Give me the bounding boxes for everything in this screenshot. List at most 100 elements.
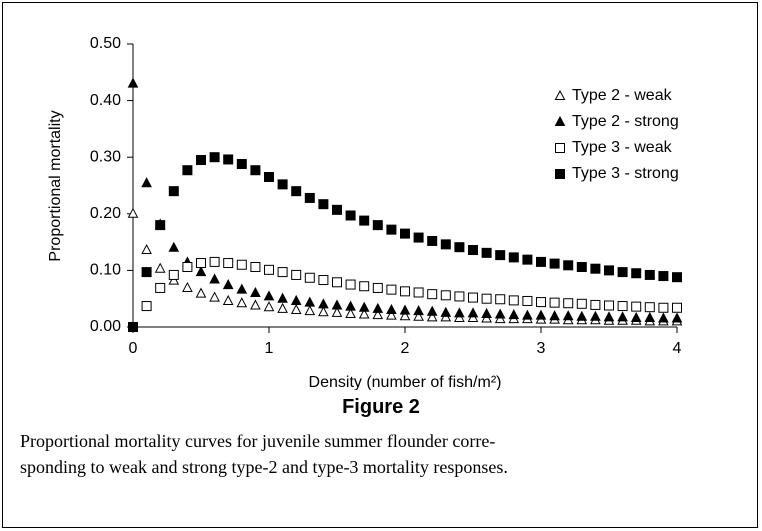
data-point — [277, 292, 288, 303]
data-point — [372, 302, 384, 313]
data-point — [413, 305, 424, 316]
data-point — [277, 179, 288, 190]
data-point — [155, 220, 166, 231]
data-point — [454, 242, 465, 253]
data-point — [494, 308, 506, 319]
legend-marker — [555, 169, 565, 179]
data-point — [440, 239, 451, 250]
data-point — [386, 309, 397, 320]
x-tick-label: 2 — [401, 340, 410, 357]
data-point — [196, 155, 206, 166]
data-point — [440, 306, 452, 317]
data-point — [386, 224, 397, 235]
data-point — [345, 210, 356, 221]
data-point — [508, 309, 520, 320]
data-point — [549, 258, 560, 269]
legend-label: Type 2 - strong — [572, 113, 679, 130]
data-point — [250, 165, 261, 176]
data-point — [536, 297, 546, 308]
caption-line: sponding to weak and strong type-2 and t… — [20, 457, 508, 477]
data-point — [345, 279, 356, 290]
data-point — [413, 310, 424, 321]
data-point — [236, 158, 247, 169]
data-point — [481, 247, 492, 258]
data-point — [290, 303, 302, 315]
data-point — [426, 311, 438, 322]
data-point — [630, 311, 642, 322]
data-point — [399, 310, 411, 321]
data-point — [250, 299, 261, 310]
data-point — [182, 281, 193, 292]
data-point — [644, 302, 655, 313]
data-point — [277, 267, 288, 278]
data-point — [195, 266, 207, 277]
data-point — [671, 312, 683, 323]
data-point — [562, 310, 574, 321]
data-point — [291, 269, 302, 280]
data-point — [318, 298, 329, 309]
data-point — [168, 269, 179, 280]
data-point — [454, 307, 465, 318]
data-point — [400, 286, 410, 297]
data-point — [359, 215, 370, 226]
data-point — [264, 172, 274, 183]
data-point — [454, 291, 465, 302]
data-point — [535, 309, 547, 320]
data-point — [468, 245, 478, 256]
data-point — [209, 256, 220, 267]
data-point — [304, 296, 316, 307]
caption-line: Proportional mortality curves for juveni… — [20, 431, 496, 451]
x-tick-label: 0 — [129, 340, 138, 357]
data-point — [263, 301, 275, 312]
data-point — [468, 292, 478, 303]
y-axis-label: Proportional mortality — [47, 110, 64, 261]
data-point — [195, 287, 207, 298]
data-point — [590, 263, 601, 274]
data-point — [522, 295, 533, 306]
data-point — [209, 273, 220, 284]
data-point — [603, 311, 615, 322]
data-point — [563, 260, 574, 271]
data-point — [427, 289, 438, 300]
data-point — [331, 306, 343, 317]
x-axis-label: Density (number of fish/m²) — [309, 374, 502, 390]
data-point — [168, 241, 180, 252]
data-point — [223, 258, 234, 269]
data-point — [372, 282, 383, 293]
data-point — [413, 287, 424, 298]
data-point — [400, 228, 410, 239]
data-point — [481, 307, 492, 318]
data-point — [318, 199, 329, 210]
data-point — [672, 302, 682, 313]
data-point — [644, 311, 656, 322]
legend-marker — [554, 89, 566, 100]
data-point — [222, 294, 234, 305]
data-point — [141, 267, 152, 278]
x-tick-label: 1 — [265, 340, 274, 357]
data-point — [604, 300, 614, 311]
data-point — [481, 293, 492, 304]
data-point — [508, 295, 519, 306]
data-point — [127, 77, 139, 88]
data-point — [617, 311, 628, 322]
data-point — [304, 192, 315, 203]
data-point — [427, 235, 438, 246]
data-point — [223, 154, 234, 165]
data-point — [426, 305, 438, 316]
data-point — [318, 306, 329, 317]
data-point — [495, 294, 506, 305]
data-point — [576, 310, 588, 321]
data-point — [522, 309, 533, 320]
data-point — [209, 291, 220, 302]
chart: Proportional mortality Density (number o… — [47, 35, 683, 390]
data-point — [549, 310, 560, 321]
data-point — [182, 165, 193, 176]
data-point — [604, 265, 614, 276]
x-tick-label: 3 — [537, 340, 546, 357]
data-point — [413, 232, 424, 243]
data-point — [549, 297, 560, 308]
caption: Proportional mortality curves for juveni… — [20, 428, 750, 480]
y-tick-label: 0.00 — [90, 318, 121, 335]
y-tick-label: 0.20 — [90, 205, 121, 222]
